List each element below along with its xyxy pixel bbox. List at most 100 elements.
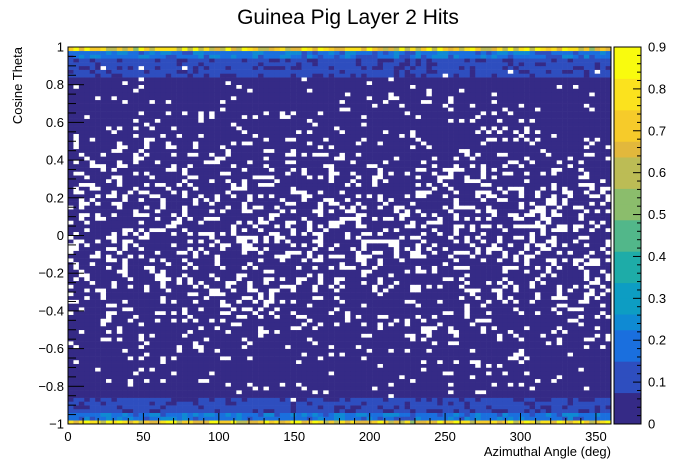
heatmap-cell [578, 288, 585, 293]
heatmap-cell [225, 254, 232, 259]
heatmap-cell [551, 307, 557, 312]
heatmap-cell [133, 250, 139, 255]
heatmap-cell [404, 303, 411, 308]
heatmap-cell [214, 246, 221, 251]
heatmap-cell [296, 303, 302, 308]
heatmap-cell [448, 416, 454, 421]
heatmap-cell [578, 295, 585, 300]
heatmap-cell [339, 276, 346, 282]
heatmap-cell [589, 299, 596, 304]
heatmap-cell [524, 314, 530, 319]
heatmap-cell [491, 307, 498, 312]
heatmap-cell [89, 269, 96, 274]
heatmap-cell [263, 416, 270, 421]
heatmap-cell [551, 325, 557, 331]
heatmap-cell [198, 314, 205, 319]
heatmap-cell [502, 397, 509, 402]
heatmap-cell [556, 243, 563, 248]
heatmap-cell [448, 280, 454, 285]
heatmap-cell [165, 235, 172, 240]
heatmap-cell [567, 284, 574, 289]
heatmap-cell [258, 295, 264, 300]
heatmap-cell [464, 333, 471, 338]
heatmap-cell [562, 359, 568, 364]
heatmap-cell [556, 292, 563, 297]
heatmap-cell [404, 299, 411, 304]
heatmap-cell [339, 280, 346, 285]
heatmap-cell [274, 322, 281, 327]
heatmap-cell [540, 284, 547, 289]
heatmap-cell [171, 386, 177, 391]
heatmap-cell [524, 390, 530, 395]
heatmap-cell [73, 239, 80, 244]
heatmap-cell [437, 280, 443, 285]
heatmap-cell [220, 356, 226, 361]
heatmap-cell [562, 284, 568, 289]
heatmap-cell [171, 254, 177, 259]
heatmap-cell [111, 408, 118, 413]
heatmap-cell [111, 269, 118, 274]
heatmap-cell [68, 325, 74, 331]
heatmap-cell [182, 273, 188, 278]
heatmap-cell [562, 273, 568, 278]
heatmap-cell [214, 386, 221, 391]
heatmap-cell [247, 265, 253, 270]
heatmap-cell [89, 239, 96, 244]
heatmap-cell [382, 299, 389, 304]
heatmap-cell [393, 352, 400, 357]
heatmap-cell [393, 356, 400, 361]
heatmap-cell [258, 273, 264, 278]
heatmap-cell [562, 265, 568, 270]
heatmap-cell [366, 348, 373, 353]
heatmap-cell [605, 288, 612, 293]
heatmap-cell [600, 258, 606, 263]
heatmap-cell [144, 397, 150, 402]
heatmap-cell [252, 348, 259, 353]
heatmap-cell [263, 371, 270, 376]
heatmap-cell [106, 288, 112, 293]
heatmap-cell [236, 280, 243, 285]
heatmap-cell [491, 386, 498, 391]
heatmap-cell [377, 235, 384, 240]
heatmap-cell [431, 254, 438, 259]
heatmap-cell [247, 276, 253, 282]
heatmap-cell [578, 322, 585, 327]
heatmap-cell [165, 344, 172, 349]
heatmap-cell [182, 363, 188, 368]
heatmap-cell [562, 276, 568, 282]
heatmap-cell [551, 243, 557, 248]
heatmap-cell [198, 382, 205, 387]
heatmap-cell [106, 401, 112, 406]
heatmap-cell [290, 322, 297, 327]
heatmap-cell [551, 265, 557, 270]
heatmap-cell [106, 250, 112, 255]
heatmap-cell [149, 243, 156, 248]
heatmap-cell [176, 352, 183, 357]
heatmap-cell [306, 254, 313, 259]
heatmap-cell [160, 239, 167, 244]
heatmap-cell [165, 416, 172, 421]
heatmap-cell [534, 348, 541, 353]
heatmap-cell [78, 235, 85, 240]
heatmap-cell [431, 269, 438, 274]
heatmap-cell [100, 246, 107, 251]
heatmap-cell [426, 325, 433, 331]
heatmap-cell [236, 325, 243, 331]
heatmap-cell [252, 258, 259, 263]
heatmap-cell [95, 276, 101, 282]
heatmap-cell [513, 378, 519, 383]
heatmap-cell [377, 344, 384, 349]
heatmap-cell [328, 348, 335, 353]
heatmap-cell [209, 367, 215, 372]
heatmap-cell [431, 405, 438, 410]
heatmap-cell [334, 239, 340, 244]
heatmap-cell [230, 405, 237, 410]
heatmap-cell [68, 295, 74, 300]
heatmap-cell [111, 276, 118, 282]
heatmap-cell [513, 288, 519, 293]
heatmap-cell [138, 412, 145, 417]
heatmap-cell [111, 359, 118, 364]
heatmap-cell [241, 303, 248, 308]
heatmap-cell [144, 420, 150, 425]
heatmap-cell [236, 307, 243, 312]
